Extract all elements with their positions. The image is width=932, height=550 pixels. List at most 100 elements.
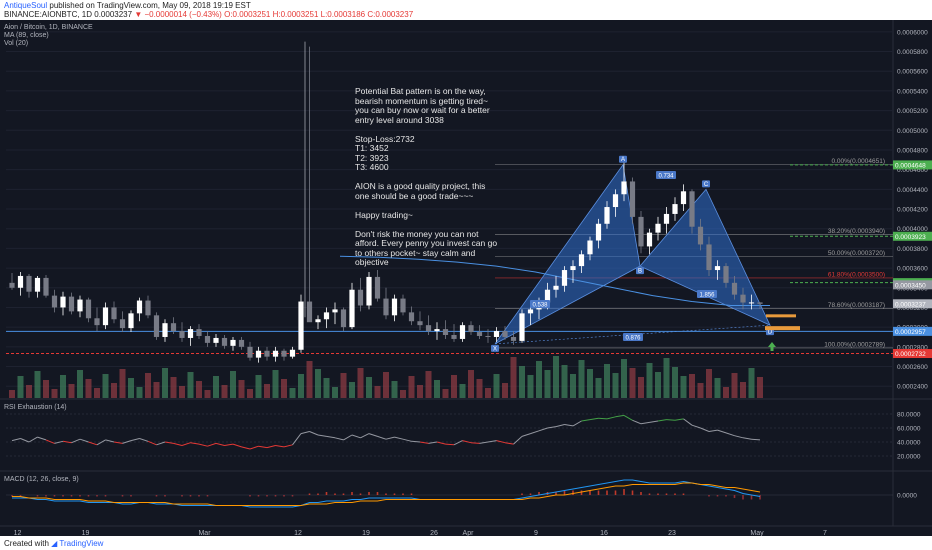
rsi-line-segment [640, 421, 650, 425]
rsi-line-segment [96, 439, 106, 446]
rsi-line-segment [606, 416, 616, 420]
pattern-ratio-label: 0.734 [658, 174, 674, 180]
volume-bar [731, 373, 738, 398]
x-tick-label: 26 [430, 530, 438, 536]
candle-body [323, 312, 330, 320]
rsi-line-segment [411, 440, 421, 443]
candle-body [680, 191, 687, 205]
rsi-line-segment [742, 437, 752, 440]
bat-pattern-bcd [639, 188, 771, 326]
volume-bar [680, 376, 687, 398]
volume-bar [442, 389, 449, 398]
candle-body [468, 325, 474, 333]
y-tick-label: 0.0003200 [897, 305, 928, 312]
rsi-line-segment [385, 436, 395, 440]
candle-body [697, 226, 704, 245]
candle-body [26, 275, 32, 292]
volume-bar [43, 380, 49, 398]
volume-bar [26, 385, 32, 398]
volume-bar [519, 366, 525, 398]
x-tick-label: 19 [82, 530, 90, 536]
price-tag [893, 280, 932, 290]
candle-body [43, 277, 49, 296]
volume-bar [604, 364, 610, 398]
chart-area[interactable]: 0.0006000 0.0005800 0.0005600 0.0005400 0.00… [0, 20, 932, 536]
rsi-line-segment [453, 440, 463, 446]
candle-body [621, 181, 627, 195]
x-tick-label: 19 [362, 530, 370, 536]
volume-bar [196, 381, 202, 398]
rsi-line-segment [419, 441, 429, 444]
rsi-line-segment [241, 446, 251, 450]
volume-bar [476, 379, 483, 398]
fib-level-label: 78.60%(0.0003187) [828, 302, 885, 309]
tradingview-logo[interactable]: ◢ TradingView [51, 539, 104, 548]
candle-body [587, 240, 593, 255]
last-price: 0.0003237 [94, 10, 133, 19]
price-tag-label: 0.0004648 [895, 162, 926, 169]
candle-body [706, 244, 712, 271]
rsi-line-segment [470, 442, 480, 444]
x-tick-label: 9 [534, 530, 538, 536]
price-tag [893, 299, 932, 309]
x-tick-label: 12 [14, 530, 22, 536]
volume-bar [230, 371, 236, 398]
candle-body [561, 270, 568, 286]
y-tick-label: 0.0002400 [897, 384, 928, 391]
candle-body [119, 319, 126, 329]
legend-rsi: RSI Exhaustion (14) [4, 404, 67, 411]
volume-bar [153, 382, 160, 398]
y-tick-label: 0.0005600 [897, 69, 928, 76]
candle-body [247, 346, 253, 358]
candle-body [374, 276, 381, 299]
fib-level-label: 61.80%(0.0003500) [828, 271, 885, 278]
volume-bar [349, 382, 355, 398]
volume-bar [510, 357, 517, 398]
candle-body [264, 350, 270, 357]
rsi-line-segment [334, 437, 344, 441]
volume-bar [595, 378, 602, 398]
pattern-ratio-box [656, 171, 676, 179]
rsi-line-segment [394, 436, 404, 440]
volume-bar [544, 370, 551, 398]
candle-body [51, 295, 58, 308]
buy-arrow-icon [768, 342, 776, 351]
fib-level-label: 0.00%(0.0004651) [832, 158, 886, 165]
rsi-line-segment [657, 419, 667, 422]
macd-signal-line [12, 482, 761, 506]
volume-bar [714, 378, 721, 398]
rsi-line-segment [496, 440, 506, 444]
rsi-line-segment [292, 433, 302, 446]
candle-body [366, 276, 372, 306]
author-link[interactable]: AntiqueSoul [4, 1, 48, 10]
rsi-line-segment [717, 429, 727, 434]
pattern-point-label: C [704, 182, 709, 188]
x-tick-label: 7 [823, 530, 827, 536]
volume-bar [221, 385, 228, 398]
rsi-tick-label: 20.0000 [897, 454, 921, 461]
volume-bar [527, 375, 534, 398]
rsi-line-segment [326, 435, 336, 439]
volume-bar [629, 368, 636, 398]
candle-body [315, 319, 321, 323]
x-tick-label: May [750, 530, 764, 536]
volume-bar [502, 383, 508, 398]
rsi-line-segment [615, 414, 625, 418]
candle-body [306, 301, 313, 323]
volume-bar [170, 377, 177, 398]
candle-body [757, 302, 763, 304]
volume-bar [383, 372, 389, 398]
volume-bar [689, 374, 695, 398]
candle-body [196, 329, 202, 336]
rsi-line-segment [215, 442, 225, 446]
price-tag-label: 0.0003923 [895, 234, 926, 241]
candle-body [595, 223, 602, 241]
rsi-line-segment [207, 442, 217, 447]
rsi-line-segment [462, 440, 472, 444]
candle-body [85, 299, 92, 319]
rsi-line-segment [309, 431, 319, 436]
rsi-line-segment [224, 443, 234, 446]
volume-bar [459, 384, 466, 398]
candle-body [204, 335, 211, 343]
price-tag [893, 231, 932, 241]
